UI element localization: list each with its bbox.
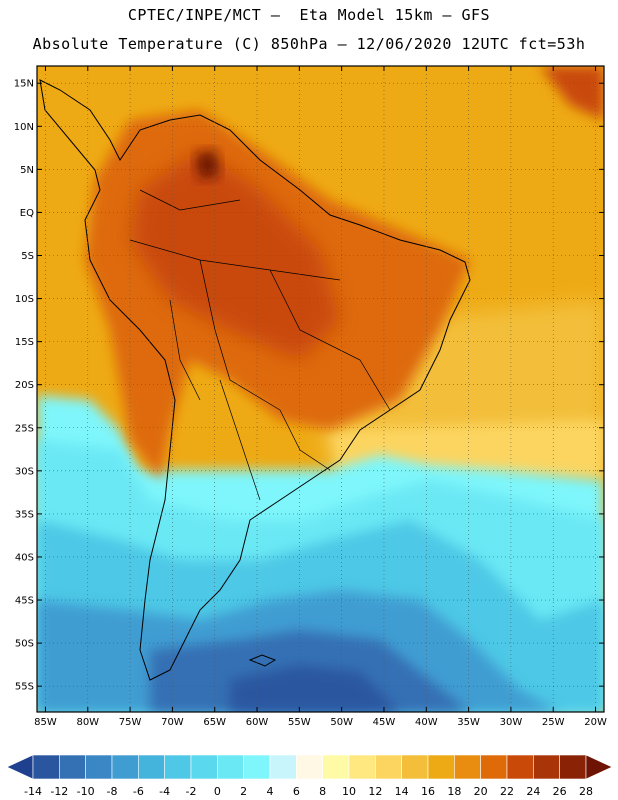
lat-label: 25S bbox=[15, 423, 34, 434]
lon-label: 35W bbox=[457, 717, 480, 728]
colorbar bbox=[6, 754, 613, 780]
lon-label: 55W bbox=[288, 717, 311, 728]
field-cold-blue4 bbox=[230, 665, 400, 712]
colorbar-box bbox=[480, 754, 508, 780]
lat-label: 20S bbox=[15, 380, 34, 391]
colorbar-box bbox=[322, 754, 350, 780]
colorbar-label: 2 bbox=[240, 785, 247, 798]
lat-label: 45S bbox=[15, 596, 34, 607]
lat-label: 5S bbox=[21, 251, 34, 262]
colorbar-box bbox=[85, 754, 113, 780]
colorbar-labels: -14 -12 -10 -8 -6 -4 -2 0 2 4 6 8 10 12 14 16 18 20 22 24 26… bbox=[24, 785, 593, 798]
colorbar-label: 20 bbox=[474, 785, 488, 798]
lat-label: 10N bbox=[14, 122, 34, 133]
colorbar-label: -8 bbox=[107, 785, 118, 798]
lon-label: 75W bbox=[119, 717, 142, 728]
colorbar-label: 8 bbox=[319, 785, 326, 798]
colorbar-box bbox=[559, 754, 587, 780]
lon-label: 20W bbox=[584, 717, 607, 728]
colorbar-label: -12 bbox=[50, 785, 68, 798]
map-frame bbox=[36, 65, 605, 713]
lat-label: 5N bbox=[20, 165, 34, 176]
lat-label: 15N bbox=[14, 79, 34, 90]
lon-label: 85W bbox=[34, 717, 57, 728]
chart-title-line1: CPTEC/INPE/MCT – Eta Model 15km – GFS bbox=[127, 6, 491, 24]
coastline bbox=[39, 79, 471, 681]
colorbar-label: 24 bbox=[526, 785, 540, 798]
lon-label: 40W bbox=[415, 717, 438, 728]
axis-ticks bbox=[37, 66, 604, 712]
chart-title-line2: Absolute Temperature (C) 850hPa – 12/06/… bbox=[32, 35, 586, 53]
colorbar-label: -4 bbox=[159, 785, 170, 798]
colorbar-box bbox=[375, 754, 402, 780]
colorbar-label: 10 bbox=[342, 785, 356, 798]
colorbar-label: 6 bbox=[293, 785, 300, 798]
colorbar-label: 12 bbox=[368, 785, 382, 798]
colorbar-label: 18 bbox=[447, 785, 461, 798]
colorbar-label: 0 bbox=[214, 785, 221, 798]
colorbar-box bbox=[427, 754, 455, 780]
colorbar-label: -14 bbox=[24, 785, 42, 798]
colorbar-box bbox=[243, 754, 271, 780]
lon-label: 70W bbox=[161, 717, 184, 728]
colorbar-box bbox=[164, 754, 192, 780]
colorbar-box bbox=[138, 754, 165, 780]
colorbar-label: 4 bbox=[267, 785, 274, 798]
colorbar-label: 14 bbox=[395, 785, 409, 798]
colorbar-box bbox=[32, 754, 60, 780]
lon-label: 30W bbox=[500, 717, 523, 728]
lat-label: 55S bbox=[15, 682, 34, 693]
colorbar-box bbox=[533, 754, 560, 780]
colorbar-box bbox=[296, 754, 323, 780]
field-continent-hot bbox=[130, 150, 340, 360]
colorbar-label: 16 bbox=[421, 785, 435, 798]
lon-label: 25W bbox=[542, 717, 565, 728]
colorbar-arrow-right bbox=[585, 754, 613, 780]
lat-labels: 15N 10N 5N EQ 5S 10S 15S 20S 25S 30S 35S 40S 45S 50S 5… bbox=[14, 79, 34, 693]
colorbar-box bbox=[401, 754, 429, 780]
lat-label: 40S bbox=[15, 552, 34, 563]
lon-label: 50W bbox=[330, 717, 353, 728]
colorbar-label: 26 bbox=[553, 785, 567, 798]
temperature-field bbox=[37, 66, 604, 712]
lat-label: 15S bbox=[15, 337, 34, 348]
lat-label: 35S bbox=[15, 509, 34, 520]
colorbar-box bbox=[454, 754, 481, 780]
colorbar-arrow-left bbox=[6, 754, 34, 780]
lon-label: 45W bbox=[373, 717, 396, 728]
colorbar-box bbox=[59, 754, 86, 780]
colorbar-box bbox=[506, 754, 534, 780]
colorbar-label: -2 bbox=[186, 785, 197, 798]
lon-label: 80W bbox=[76, 717, 99, 728]
gridlines bbox=[37, 66, 604, 712]
colorbar-label: 28 bbox=[579, 785, 593, 798]
lat-label: 50S bbox=[15, 639, 34, 650]
colorbar-box bbox=[348, 754, 376, 780]
colorbar-box bbox=[269, 754, 297, 780]
lon-label: 60W bbox=[246, 717, 269, 728]
lat-label: 30S bbox=[15, 466, 34, 477]
colorbar-label: -6 bbox=[133, 785, 144, 798]
falklands-outline bbox=[248, 654, 277, 667]
lon-labels: 85W 80W 75W 70W 65W 60W 55W 50W 45W 40W 35W 30W 25W 2… bbox=[34, 717, 607, 728]
colorbar-label: 22 bbox=[500, 785, 514, 798]
lon-label: 65W bbox=[203, 717, 226, 728]
field-warm-corner bbox=[540, 66, 604, 120]
country-borders bbox=[129, 189, 391, 501]
field-hotspot bbox=[195, 150, 220, 180]
colorbar-box bbox=[111, 754, 139, 780]
colorbar-box bbox=[217, 754, 244, 780]
lat-label: 10S bbox=[15, 294, 34, 305]
colorbar-box bbox=[190, 754, 218, 780]
lat-label: EQ bbox=[20, 208, 34, 219]
colorbar-label: -10 bbox=[77, 785, 95, 798]
